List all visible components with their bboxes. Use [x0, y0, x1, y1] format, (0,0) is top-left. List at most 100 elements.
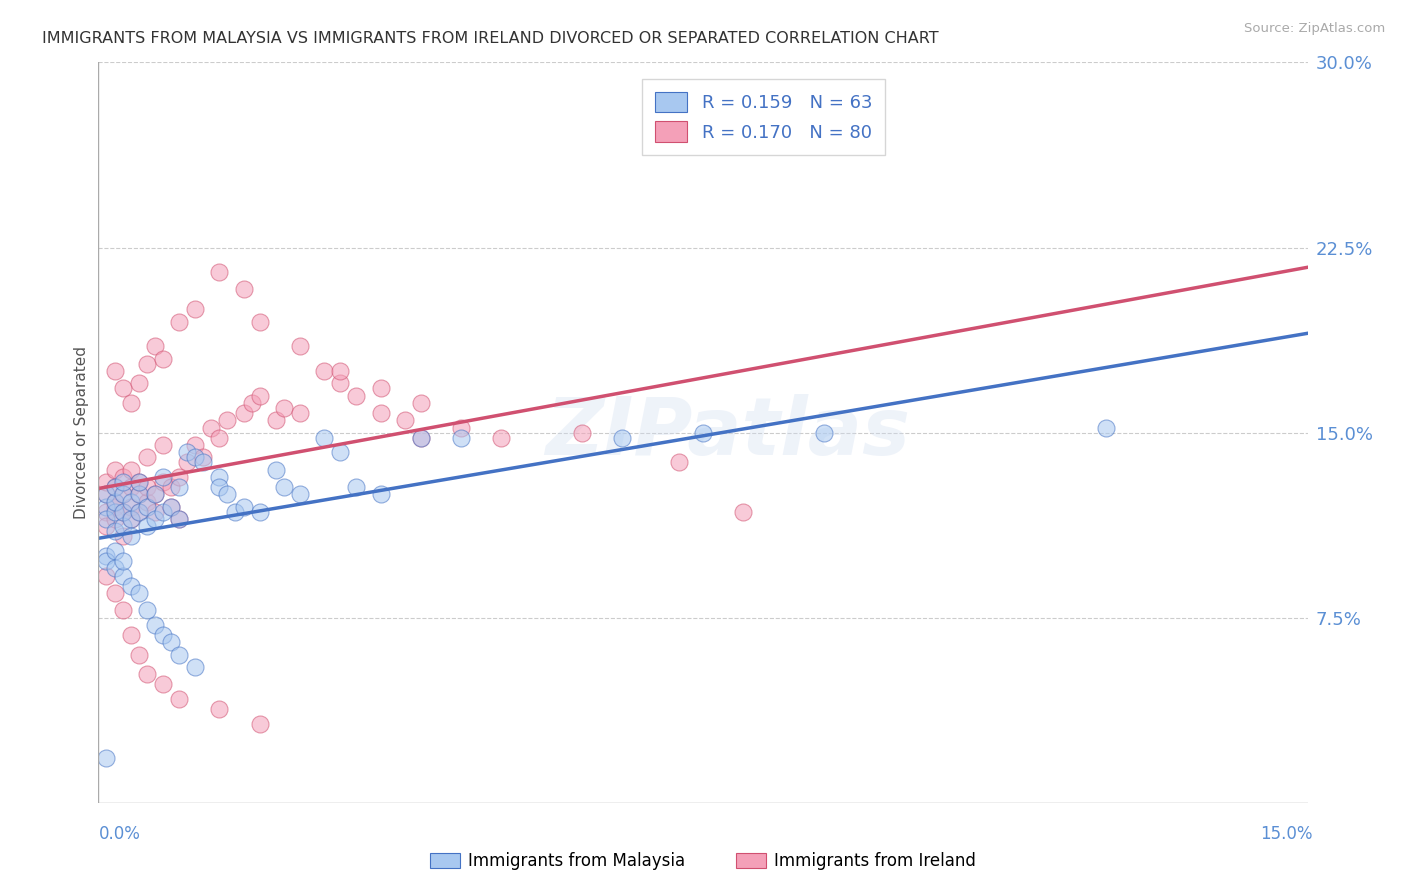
Point: [120, 628, 142, 642]
Point: [152, 628, 174, 642]
Point: [160, 500, 183, 514]
Point: [167, 314, 190, 328]
Point: [167, 512, 190, 526]
Point: [224, 505, 246, 519]
Point: [176, 445, 198, 459]
Point: [96, 519, 118, 533]
Point: [184, 450, 207, 465]
Point: [193, 455, 215, 469]
Point: [143, 618, 166, 632]
Point: [370, 381, 392, 395]
Point: [120, 512, 142, 526]
Point: [128, 487, 150, 501]
Point: [103, 494, 125, 508]
Point: [128, 648, 150, 662]
Point: [264, 413, 287, 427]
Point: [103, 561, 125, 575]
Point: [103, 512, 125, 526]
Point: [249, 388, 271, 402]
Point: [409, 431, 432, 445]
Point: [111, 475, 134, 489]
Point: [200, 420, 222, 434]
Point: [193, 450, 215, 465]
Point: [344, 480, 367, 494]
Point: [135, 603, 157, 617]
Point: [111, 505, 134, 519]
Point: [240, 396, 263, 410]
Point: [176, 455, 198, 469]
Point: [111, 381, 134, 395]
Point: [152, 677, 174, 691]
Point: [128, 505, 150, 519]
Point: [288, 406, 311, 420]
Point: [128, 376, 150, 391]
Point: [135, 480, 157, 494]
Point: [217, 487, 239, 501]
Point: [103, 480, 125, 494]
Point: [103, 462, 125, 476]
Point: [128, 475, 150, 489]
Point: [264, 462, 287, 476]
Point: [120, 396, 142, 410]
Point: [152, 438, 174, 452]
Point: [135, 667, 157, 681]
Text: IMMIGRANTS FROM MALAYSIA VS IMMIGRANTS FROM IRELAND DIVORCED OR SEPARATED CORREL: IMMIGRANTS FROM MALAYSIA VS IMMIGRANTS F…: [42, 31, 939, 46]
Point: [135, 357, 157, 371]
Point: [111, 529, 134, 543]
Point: [128, 586, 150, 600]
Point: [249, 314, 271, 328]
Legend: Immigrants from Malaysia, Immigrants from Ireland: Immigrants from Malaysia, Immigrants fro…: [423, 846, 983, 877]
Point: [96, 549, 118, 563]
Point: [370, 406, 392, 420]
Point: [314, 364, 336, 378]
Point: [167, 692, 190, 706]
Point: [111, 487, 134, 501]
Point: [409, 396, 432, 410]
Point: [571, 425, 593, 440]
Point: [111, 568, 134, 582]
Point: [184, 302, 207, 317]
Text: Source: ZipAtlas.com: Source: ZipAtlas.com: [1244, 22, 1385, 36]
Point: [143, 487, 166, 501]
Point: [111, 554, 134, 568]
Point: [120, 512, 142, 526]
Point: [450, 431, 472, 445]
Point: [135, 494, 157, 508]
Point: [217, 413, 239, 427]
Point: [103, 544, 125, 558]
Point: [128, 505, 150, 519]
Text: 15.0%: 15.0%: [1260, 825, 1313, 843]
Point: [208, 265, 231, 279]
Point: [1095, 420, 1118, 434]
Point: [135, 450, 157, 465]
Point: [96, 751, 118, 765]
Point: [96, 554, 118, 568]
Point: [249, 716, 271, 731]
Point: [111, 603, 134, 617]
Point: [160, 480, 183, 494]
Point: [135, 500, 157, 514]
Point: [120, 529, 142, 543]
Point: [96, 512, 118, 526]
Point: [329, 376, 352, 391]
Point: [394, 413, 416, 427]
Point: [120, 579, 142, 593]
Point: [208, 470, 231, 484]
Text: Divorced or Separated: Divorced or Separated: [73, 346, 89, 519]
Point: [128, 487, 150, 501]
Point: [813, 425, 835, 440]
Point: [370, 487, 392, 501]
Point: [184, 438, 207, 452]
Point: [103, 524, 125, 539]
Point: [96, 505, 118, 519]
Point: [184, 660, 207, 674]
Point: [128, 475, 150, 489]
Point: [288, 487, 311, 501]
Point: [96, 568, 118, 582]
Point: [111, 470, 134, 484]
Point: [135, 519, 157, 533]
Point: [232, 500, 254, 514]
Point: [111, 487, 134, 501]
Point: [96, 487, 118, 501]
Point: [111, 519, 134, 533]
